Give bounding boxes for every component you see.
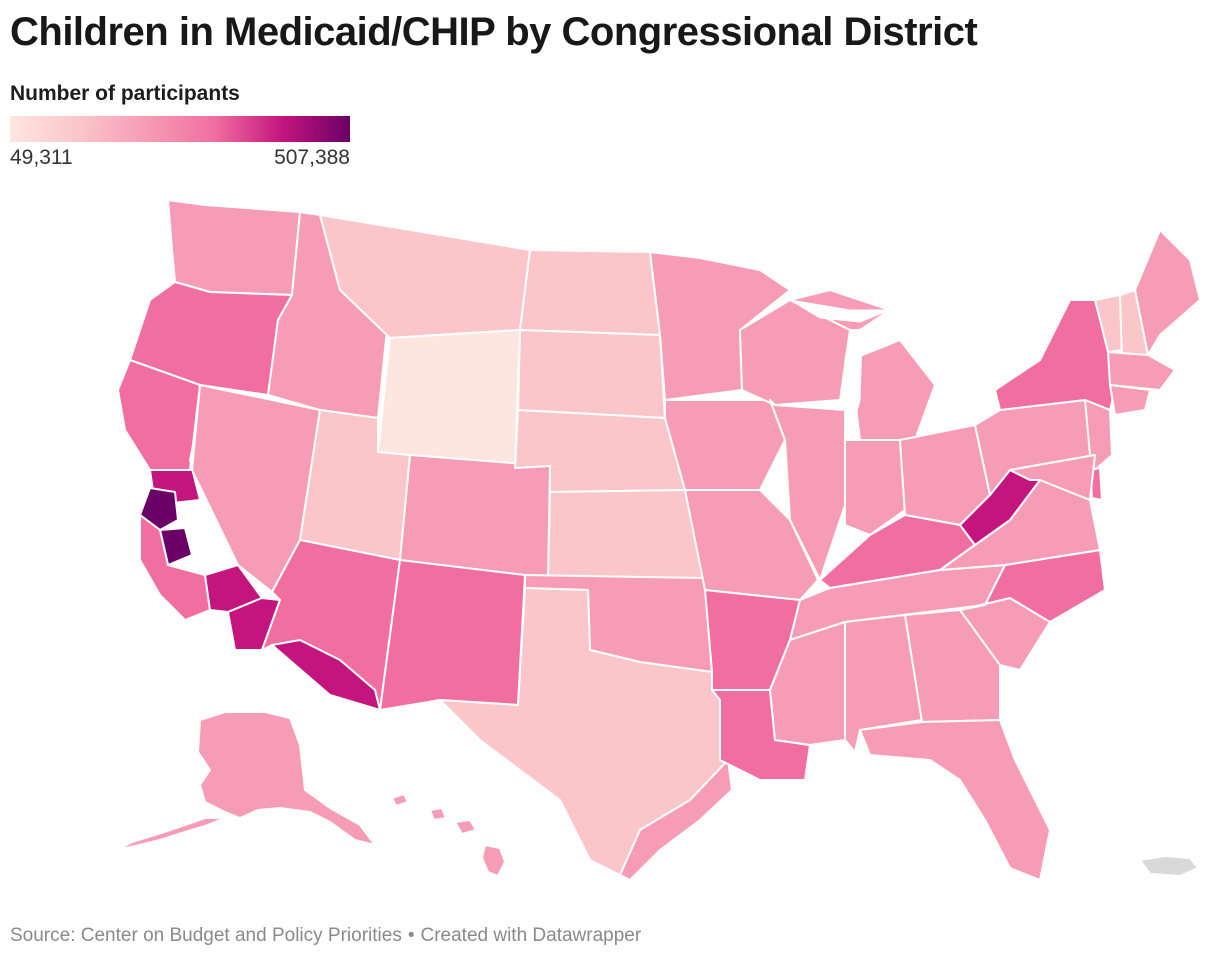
region-AK-islands[interactable] [117,817,226,851]
region-PR[interactable] [1139,855,1199,877]
region-NM[interactable] [379,559,526,711]
footer-source: Source: Center on Budget and Policy Prio… [10,925,641,947]
legend-max-label: 507,388 [274,146,350,169]
lake-michigan [844,329,863,432]
region-MA[interactable] [1107,351,1176,391]
footer-separator: • [407,925,415,946]
region-GA[interactable] [904,609,1001,723]
chart-title: Children in Medicaid/CHIP by Congression… [10,10,978,54]
legend-min-label: 49,311 [10,146,73,169]
region-IA[interactable] [664,399,786,491]
region-WY[interactable] [377,329,521,469]
region-ND[interactable] [519,249,661,336]
region-TX-south[interactable] [619,759,733,881]
lake-superior [789,299,891,323]
region-ME[interactable] [1134,229,1201,356]
region-CT[interactable] [1109,384,1151,416]
region-WA[interactable] [167,199,301,296]
region-NY[interactable] [994,299,1116,411]
us-district-map [117,199,1201,881]
region-AZ-south[interactable] [271,639,381,711]
region-IL[interactable] [769,399,846,581]
region-SD[interactable] [517,329,666,419]
region-NJ[interactable] [1084,399,1113,471]
credit-link[interactable]: Created with Datawrapper [420,925,642,946]
region-HI-small-3[interactable] [391,793,409,807]
region-MD[interactable] [1009,454,1096,501]
region-MI[interactable] [849,339,936,441]
region-IN[interactable] [844,439,906,536]
legend-color-ramp [10,116,350,142]
region-FL[interactable] [859,719,1051,881]
region-HI-small-1[interactable] [429,807,447,821]
region-AK[interactable] [197,711,376,846]
region-HI-small-2[interactable] [454,819,477,835]
source-text: Source: Center on Budget and Policy Prio… [10,925,402,946]
region-KS[interactable] [547,489,706,583]
region-HI-big[interactable] [481,844,506,877]
legend-title: Number of participants [10,82,240,105]
region-CA-fresno[interactable] [139,487,179,531]
